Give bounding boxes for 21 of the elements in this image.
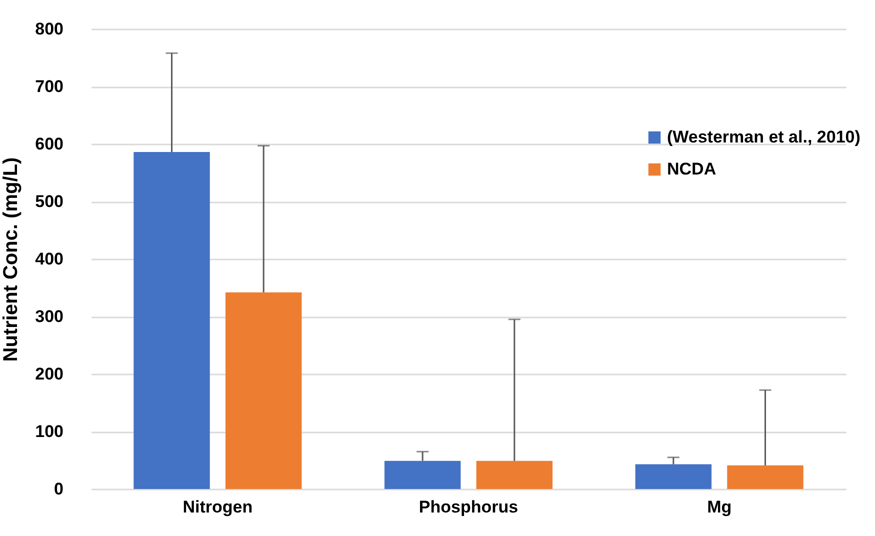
y-tick-label: 500 (35, 192, 64, 211)
y-tick-label: 400 (35, 250, 64, 268)
x-tick-label: Phosphorus (418, 498, 518, 516)
y-tick-label: 300 (35, 307, 64, 326)
bar (727, 465, 804, 489)
y-tick-label: 100 (35, 422, 64, 441)
x-tick-label: Mg (707, 498, 732, 516)
y-tick-label: 200 (35, 364, 64, 384)
legend-label: (Westerman et al., 2010) (667, 128, 860, 146)
bar (134, 152, 210, 489)
y-tick-label: 600 (35, 134, 64, 154)
bar (635, 464, 712, 489)
y-axis-title: Nutrient Conc. (mg/L) (0, 157, 22, 362)
y-tick-label: 800 (35, 20, 64, 38)
y-tick-label: 0 (54, 480, 64, 498)
bar (476, 460, 553, 489)
x-tick-label: Nitrogen (182, 498, 253, 516)
y-tick-label: 700 (35, 77, 64, 96)
bar (225, 292, 302, 489)
bar (384, 460, 461, 489)
legend-label: NCDA (667, 160, 716, 178)
